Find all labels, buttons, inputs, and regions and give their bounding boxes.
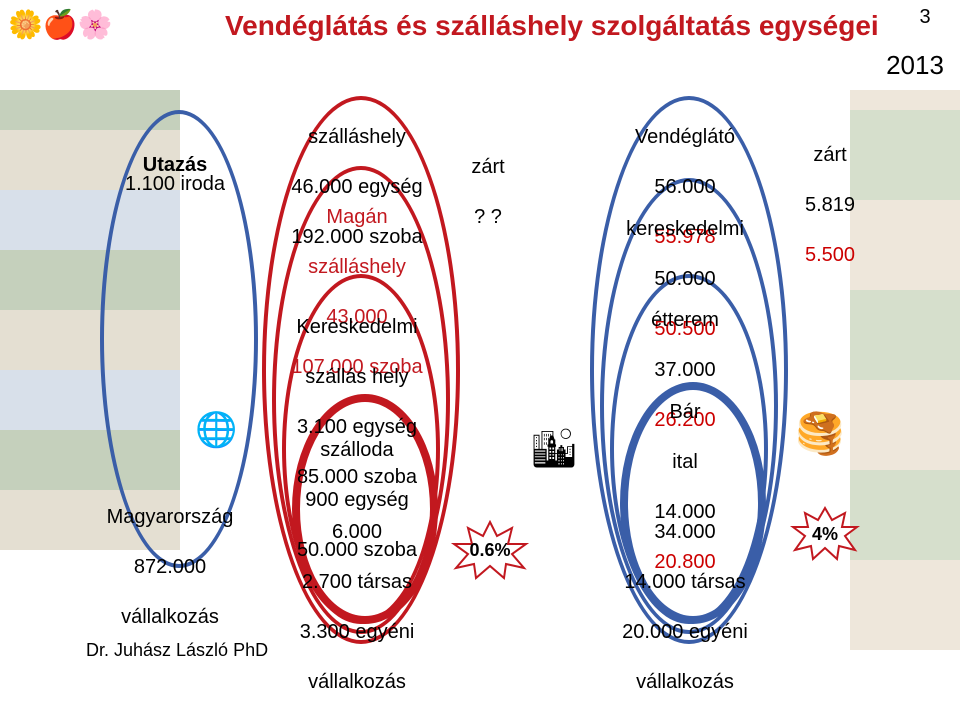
pancakes-icon: 🥞	[795, 410, 845, 457]
accom-private-l2: szálláshely	[308, 256, 406, 278]
cat-bottom-l2: 14.000 társas	[624, 571, 745, 593]
country-count: 872.000	[134, 556, 206, 578]
cat-burst-label: 4%	[790, 506, 860, 562]
accom-private-l1: Magán	[326, 206, 387, 228]
cat-bottom-label: 34.000 14.000 társas 20.000 egyéni válla…	[590, 495, 780, 695]
offices-label: 1.100 iroda	[100, 172, 250, 197]
cat-closed-label: zárt 5.819 5.500	[790, 118, 870, 268]
country-unit: vállalkozás	[121, 606, 219, 628]
accom-bottom-l1: 6.000	[332, 521, 382, 543]
cat-comm-l1: kereskedelmi	[626, 218, 744, 240]
accom-closed-l2: ? ?	[474, 206, 502, 228]
travel-label: Utazás	[100, 128, 250, 178]
page-title: Vendéglátás és szálláshely szolgáltatás …	[225, 10, 879, 42]
accom-closed-label: zárt ? ?	[458, 130, 518, 230]
buildings-icon: 🏙	[530, 430, 578, 468]
accom-hotel-l1: szálloda	[320, 439, 393, 461]
accom-comm-l1: Kereskedelmi	[296, 316, 417, 338]
country-label: Magyarország 872.000 vállalkozás	[70, 480, 270, 630]
accom-outer-l1: szálláshely	[308, 126, 406, 148]
accom-bottom-l2: 2.700 társas	[302, 571, 412, 593]
cat-closed-l1: zárt	[813, 144, 846, 166]
year-label: 2013	[880, 50, 950, 81]
page-number: 3	[900, 6, 950, 29]
accom-bottom-l4: vállalkozás	[308, 671, 406, 693]
accom-burst-label: 0.6%	[450, 520, 530, 580]
cat-bar-l1: Bár	[669, 401, 700, 423]
accom-closed-l1: zárt	[471, 156, 504, 178]
cat-bar-l2: ital	[672, 451, 698, 473]
accom-bottom-l3: 3.300 egyéni	[300, 621, 415, 643]
accom-comm-l2: szállás hely	[305, 366, 408, 388]
corner-flower-icon: 🌼🍎🌸	[8, 8, 113, 41]
cat-closed-l3: 5.500	[805, 244, 855, 266]
globe-icon: 🌐	[195, 410, 237, 450]
cat-rest-l1: étterem	[651, 309, 719, 331]
cat-burst: 4%	[790, 506, 860, 562]
accom-bottom-label: 6.000 2.700 társas 3.300 egyéni vállalko…	[262, 495, 452, 695]
cat-bottom-l3: 20.000 egyéni	[622, 621, 748, 643]
cat-bottom-l1: 34.000	[654, 521, 715, 543]
footer-author: Dr. Juhász László PhD	[86, 640, 268, 661]
country-name: Magyarország	[107, 506, 234, 528]
accom-burst: 0.6%	[450, 520, 530, 580]
cat-bottom-l4: vállalkozás	[636, 671, 734, 693]
cat-outer-l1: Vendéglátó	[635, 126, 735, 148]
cat-closed-l2: 5.819	[805, 194, 855, 216]
slide: 🌼🍎🌸 Vendéglátás és szálláshely szolgálta…	[0, 0, 960, 714]
